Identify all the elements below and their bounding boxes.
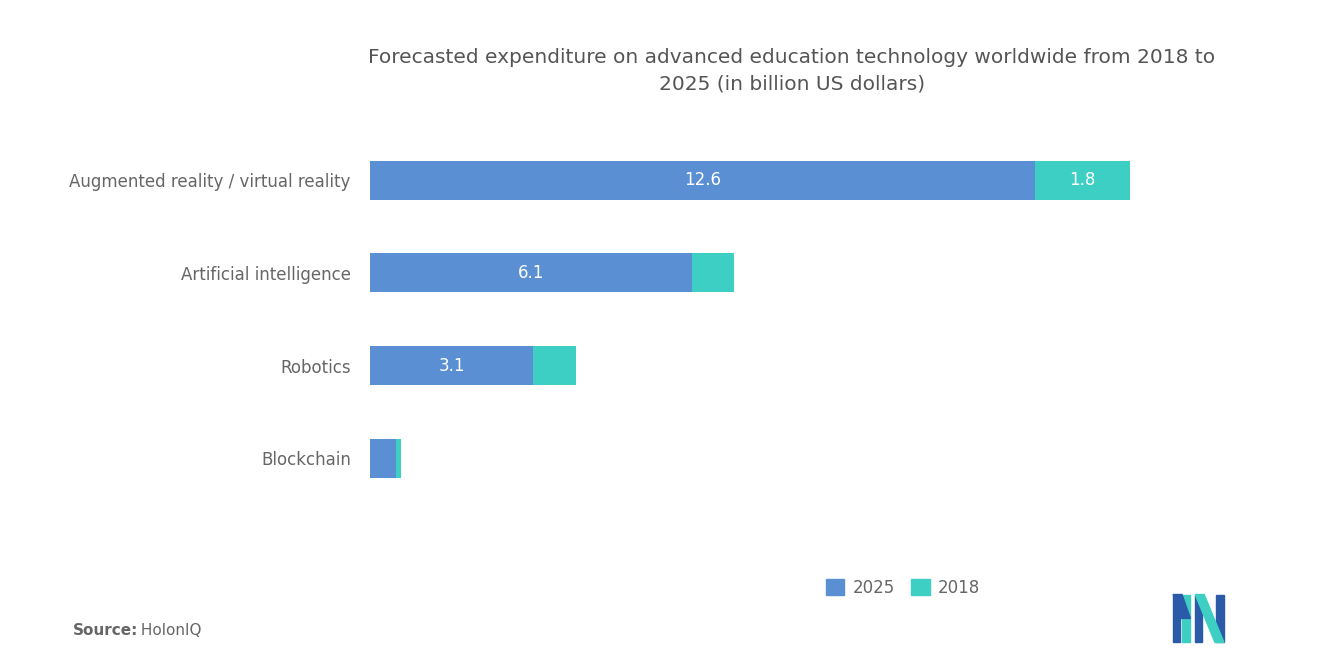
Polygon shape	[1195, 595, 1224, 642]
Text: HolonIQ: HolonIQ	[136, 623, 202, 638]
Text: 12.6: 12.6	[684, 171, 721, 189]
Title: Forecasted expenditure on advanced education technology worldwide from 2018 to
2: Forecasted expenditure on advanced educa…	[368, 48, 1216, 93]
Bar	[533, 346, 576, 385]
Bar	[692, 253, 734, 293]
Polygon shape	[1195, 595, 1203, 642]
Bar	[396, 439, 401, 478]
Bar	[370, 346, 533, 385]
Text: 6.1: 6.1	[517, 264, 544, 282]
Polygon shape	[1173, 595, 1191, 618]
Bar	[370, 253, 692, 293]
Text: 1.8: 1.8	[1069, 171, 1096, 189]
Text: 3.1: 3.1	[438, 356, 465, 374]
Polygon shape	[1181, 595, 1191, 642]
Polygon shape	[1216, 595, 1224, 642]
Legend: 2025, 2018: 2025, 2018	[826, 579, 981, 597]
Bar	[1035, 160, 1130, 200]
Bar	[370, 439, 396, 478]
Text: Source:: Source:	[73, 623, 139, 638]
Polygon shape	[1173, 595, 1180, 642]
Bar	[370, 160, 1035, 200]
